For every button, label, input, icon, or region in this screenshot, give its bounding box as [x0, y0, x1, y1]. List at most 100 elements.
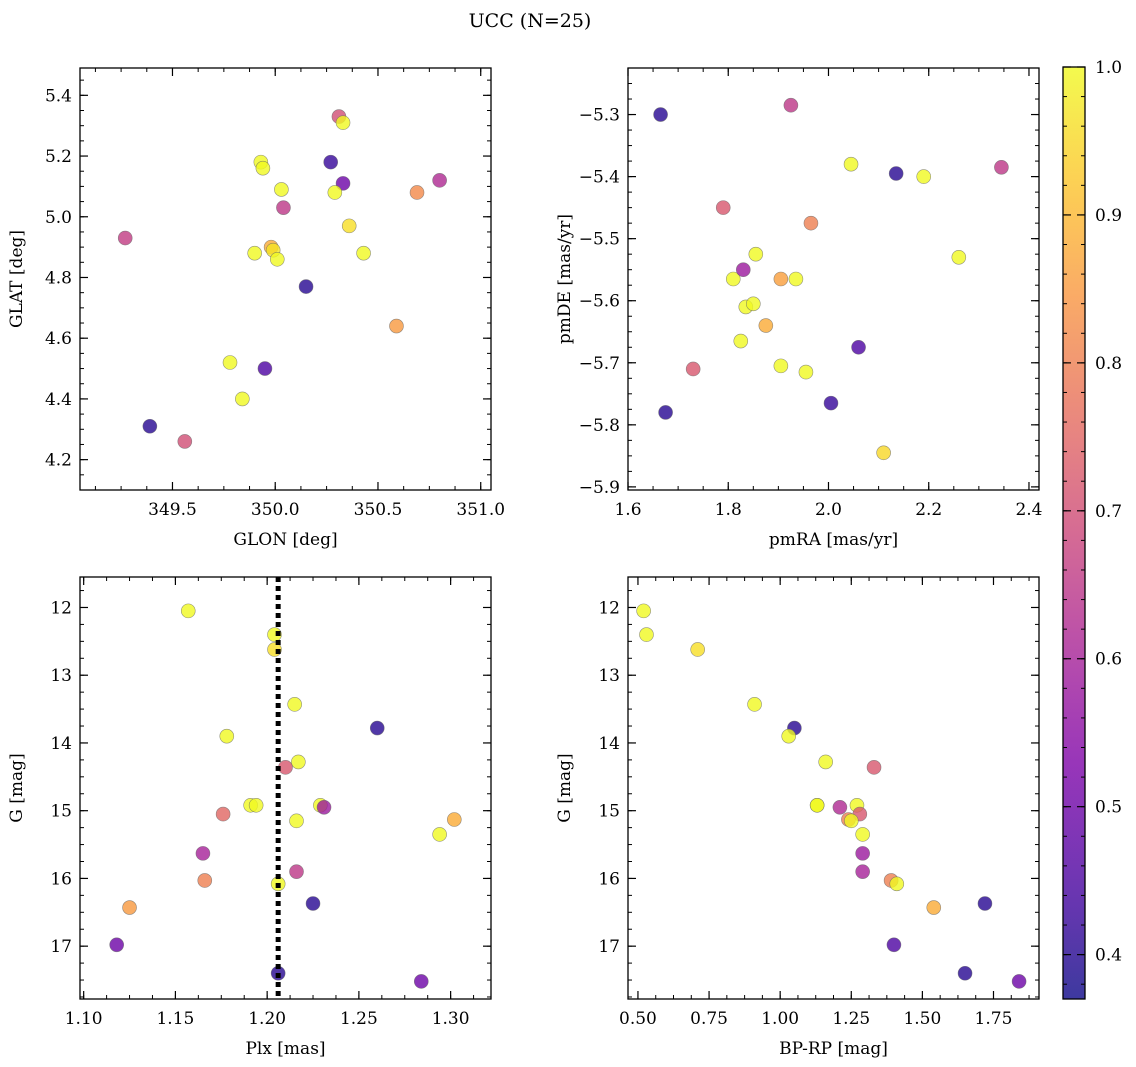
panel-plx-g: 1.10 1.15 1.20 1.25 1.30 12 13 14 15 16 17 Plx [mas…	[7, 576, 492, 1059]
data-point	[788, 271, 804, 287]
data-point	[323, 154, 339, 170]
y-tick-label: −5.8	[579, 416, 620, 436]
data-point	[316, 800, 332, 815]
y-tick-label: 15	[50, 802, 72, 822]
data-point	[291, 754, 306, 770]
x-tick-label: 1.75	[975, 1009, 1013, 1029]
data-point	[843, 156, 859, 172]
data-point	[247, 245, 262, 261]
axes-frame	[627, 67, 1040, 491]
data-point	[926, 900, 942, 915]
y-tick-label: 16	[598, 869, 620, 889]
x-axis-label: Plx [mas]	[245, 1039, 325, 1059]
y-tick-label: 5.2	[45, 147, 72, 167]
data-point	[773, 358, 789, 374]
data-point	[257, 361, 273, 376]
points	[636, 603, 1027, 989]
x-tick-label: 1.10	[65, 1009, 103, 1029]
data-point	[758, 318, 774, 333]
data-point	[215, 806, 231, 822]
data-point	[356, 245, 371, 261]
x-tick-label: 349.5	[148, 500, 197, 520]
data-point	[855, 864, 870, 879]
data-point	[746, 296, 761, 312]
y-tick-label: −5.6	[579, 292, 620, 312]
data-point	[289, 864, 304, 879]
data-point	[335, 115, 351, 130]
data-point	[287, 697, 302, 712]
data-point	[274, 182, 289, 197]
data-point	[117, 230, 133, 246]
colorbar-tick-label: 0.6	[1095, 650, 1122, 670]
data-point	[832, 800, 848, 815]
x-axis-label: BP-RP [mag]	[779, 1039, 888, 1059]
x-tick-label: 350.5	[354, 500, 403, 520]
colorbar-tick-label: 0.4	[1095, 946, 1122, 966]
y-tick-label: 4.2	[45, 451, 72, 471]
x-tick-label: 1.15	[156, 1009, 194, 1029]
y-tick-label: 14	[50, 734, 72, 754]
y-axis-label: GLAT [deg]	[7, 230, 27, 328]
points	[653, 97, 1009, 461]
data-point	[413, 974, 429, 989]
y-tick-label: 14	[598, 734, 620, 754]
x-tick-label: 350.0	[251, 500, 300, 520]
colorbar-gradient	[1063, 67, 1085, 999]
y-tick-label: 5.4	[45, 86, 72, 106]
data-point	[289, 813, 304, 829]
y-tick-label: −5.3	[579, 106, 620, 126]
data-point	[653, 107, 668, 122]
data-point	[109, 937, 124, 953]
data-point	[1011, 974, 1027, 989]
data-point	[369, 720, 385, 736]
data-point	[773, 271, 789, 287]
data-point	[843, 813, 859, 829]
data-point	[180, 603, 196, 619]
data-point	[432, 827, 447, 842]
data-point	[855, 827, 870, 842]
x-tick-label: 1.8	[715, 500, 742, 520]
y-tick-label: −5.9	[579, 478, 620, 498]
data-point	[886, 937, 902, 953]
data-point	[222, 355, 238, 370]
data-point	[690, 642, 705, 657]
minor-ticks	[628, 577, 1039, 999]
panel-bprp-g: 0.50 0.75 1.00 1.25 1.50 1.75 12 13 14 15 16 17 BP-R…	[555, 576, 1040, 1059]
x-tick-label: 0.50	[619, 1009, 657, 1029]
y-tick-label: 13	[598, 666, 620, 686]
data-point	[335, 176, 351, 191]
y-tick-label: −5.4	[579, 168, 620, 188]
y-tick-label: 16	[50, 869, 72, 889]
y-tick-label: 12	[598, 598, 620, 618]
data-point	[219, 728, 235, 744]
data-point	[305, 896, 321, 911]
x-tick-label: 351.0	[456, 500, 505, 520]
data-point	[142, 418, 158, 434]
y-tick-label: 13	[50, 666, 72, 686]
data-point	[639, 627, 654, 642]
data-point	[951, 249, 967, 265]
y-tick-label: 4.6	[45, 329, 72, 349]
points	[117, 109, 447, 449]
x-tick-label: 1.20	[248, 1009, 286, 1029]
y-tick-label: −5.7	[579, 354, 620, 374]
data-point	[851, 339, 866, 355]
data-point	[685, 361, 701, 377]
y-tick-label: 4.8	[45, 268, 72, 288]
y-tick-label: 17	[598, 937, 620, 957]
data-point	[957, 965, 973, 981]
x-tick-label: 1.25	[832, 1009, 870, 1029]
data-point	[636, 603, 651, 619]
data-point	[781, 728, 797, 744]
data-point	[177, 434, 193, 449]
data-point	[783, 97, 799, 113]
y-axis-label: pmDE [mas/yr]	[555, 214, 575, 344]
data-point	[298, 279, 314, 294]
data-point	[994, 159, 1009, 175]
data-point	[235, 391, 250, 407]
colorbar-frame	[1062, 66, 1086, 1000]
data-point	[725, 271, 741, 287]
data-point	[855, 846, 870, 861]
figure-title: UCC (N=25)	[469, 10, 592, 32]
